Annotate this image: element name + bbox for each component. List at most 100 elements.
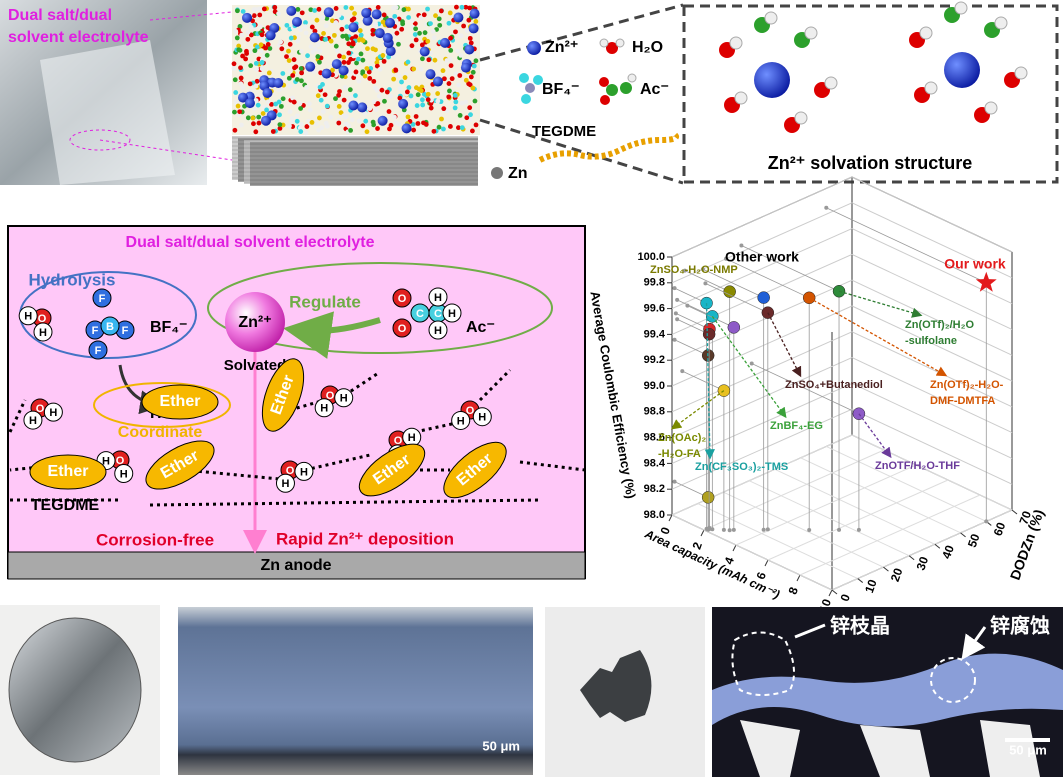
atom <box>292 65 297 71</box>
zn-ion <box>382 32 393 43</box>
grid-line <box>800 457 961 534</box>
atom <box>370 46 376 52</box>
atom <box>350 40 356 46</box>
zn-ion <box>321 68 332 79</box>
legend-label: Zn <box>508 165 528 182</box>
atom <box>322 92 328 98</box>
zn-ion <box>385 17 396 28</box>
grid-line <box>851 228 1013 305</box>
atom <box>334 388 354 408</box>
atom <box>309 119 315 125</box>
atom <box>375 5 381 10</box>
atom <box>419 97 425 103</box>
atom <box>298 49 304 54</box>
atom <box>288 35 294 41</box>
atom <box>409 43 415 49</box>
atom <box>291 57 297 63</box>
atom <box>331 32 337 38</box>
atom <box>298 121 304 127</box>
zn-ion <box>944 52 980 88</box>
atom <box>254 66 259 72</box>
atom <box>272 4 278 10</box>
atom <box>464 115 470 121</box>
atom <box>233 99 239 105</box>
atom <box>231 65 237 71</box>
zn-ion <box>401 123 412 134</box>
atom <box>337 89 342 94</box>
atom <box>303 20 308 25</box>
atom <box>232 77 238 83</box>
annotation-arrow <box>711 315 787 419</box>
grid-line <box>831 509 1013 591</box>
atom <box>298 27 303 33</box>
atom <box>245 115 251 121</box>
atom-label: H <box>24 311 32 323</box>
atom-label: O <box>398 293 407 305</box>
legend-label: Ac⁻ <box>640 81 669 98</box>
hydrogen <box>729 36 743 50</box>
atom-label: H <box>281 478 289 490</box>
atom <box>330 67 335 73</box>
z-tick-label: 30 <box>914 554 932 572</box>
atom <box>247 81 253 87</box>
projection <box>680 369 685 374</box>
zn-ion <box>464 44 475 55</box>
atom <box>435 91 441 96</box>
zn-ion <box>273 77 284 88</box>
drop-line <box>705 283 768 314</box>
atom-label: C <box>434 308 442 320</box>
atom <box>447 88 452 94</box>
zoom-line <box>99 11 233 161</box>
atom <box>380 53 386 58</box>
photo-label: Dual salt/dual <box>8 7 112 24</box>
atom <box>277 112 282 118</box>
ether <box>145 440 215 490</box>
bf4-label: BF₄⁻ <box>150 319 187 336</box>
atom-label: H <box>39 327 47 339</box>
atom <box>258 48 264 54</box>
grid-line <box>851 331 1013 408</box>
annotation: Zn(OTf)₂/H₂O <box>905 319 974 331</box>
atom <box>457 73 463 78</box>
z-tick-label: 50 <box>965 532 983 550</box>
atom-label: H <box>49 407 57 419</box>
atom <box>259 60 265 65</box>
point <box>727 321 741 334</box>
grid-line <box>851 408 1013 485</box>
atom <box>472 407 492 427</box>
atom <box>253 98 259 103</box>
atom <box>297 125 303 131</box>
zn-ion <box>265 30 276 41</box>
legend-label: Zn²⁺ <box>545 39 578 56</box>
atom <box>257 12 263 18</box>
atom <box>297 101 303 106</box>
atom <box>299 78 304 84</box>
atom <box>382 98 387 104</box>
atom <box>363 118 369 124</box>
atom-label: H <box>448 308 456 320</box>
atom <box>374 63 380 69</box>
atom <box>473 58 479 64</box>
atom <box>260 38 266 44</box>
atom <box>270 129 276 134</box>
atom <box>377 66 383 72</box>
atom <box>253 7 259 13</box>
atom <box>236 47 242 53</box>
atom <box>294 461 314 481</box>
atom <box>278 39 284 45</box>
atom <box>437 22 443 28</box>
zn-ion <box>468 23 479 34</box>
projection <box>672 479 677 484</box>
solvation-box <box>682 4 1059 184</box>
atom-label: O <box>466 405 475 417</box>
drop-line <box>684 270 730 292</box>
point <box>723 285 736 298</box>
atom <box>234 35 240 41</box>
tick <box>700 529 705 537</box>
atom <box>333 96 338 102</box>
atom <box>379 87 385 93</box>
atom <box>324 103 330 109</box>
solvation-title: Zn²⁺ solvation structure <box>768 153 973 173</box>
atom <box>418 66 424 72</box>
